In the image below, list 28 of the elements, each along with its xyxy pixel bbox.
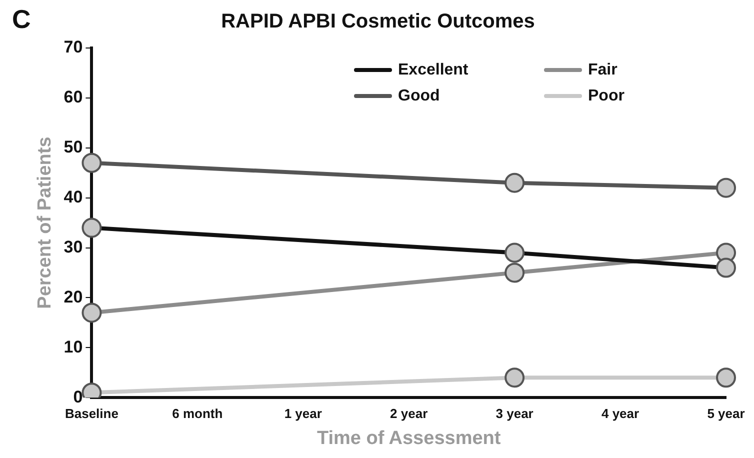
y-axis-title: Percent of Patients	[34, 136, 56, 309]
x-tick-label: Baseline	[64, 406, 118, 421]
y-tick-label: 10	[64, 337, 83, 356]
legend-label: Good	[398, 87, 440, 104]
x-axis-title: Time of Assessment	[316, 428, 502, 449]
x-tick-label: 2 year	[390, 406, 428, 421]
y-tick-label: 40	[64, 188, 83, 207]
point	[716, 368, 736, 388]
y-tick-label: 30	[64, 237, 83, 256]
point	[716, 178, 736, 198]
legend-label: Poor	[588, 87, 624, 104]
y-tick-label: 70	[64, 38, 83, 57]
point	[82, 152, 102, 173]
y-tick-label: 20	[64, 287, 83, 306]
x-tick-label: 3 year	[496, 406, 534, 421]
x-tick-label: 4 year	[601, 406, 640, 421]
y-tick-label: 0	[73, 387, 83, 406]
legend-label: Fair	[588, 61, 618, 78]
point	[504, 368, 525, 388]
text: C	[12, 4, 31, 35]
y-tick-label: 50	[64, 138, 83, 157]
x-tick-label: 5 year	[707, 406, 745, 421]
y-tick-label: 60	[64, 88, 83, 107]
x-tick-label: 6 month	[172, 406, 223, 421]
legend-label: Excellent	[398, 61, 469, 78]
x-tick-label: 1 year	[284, 406, 322, 421]
point	[504, 172, 525, 193]
chart-title: RAPID APBI Cosmetic Outcomes	[221, 10, 535, 33]
